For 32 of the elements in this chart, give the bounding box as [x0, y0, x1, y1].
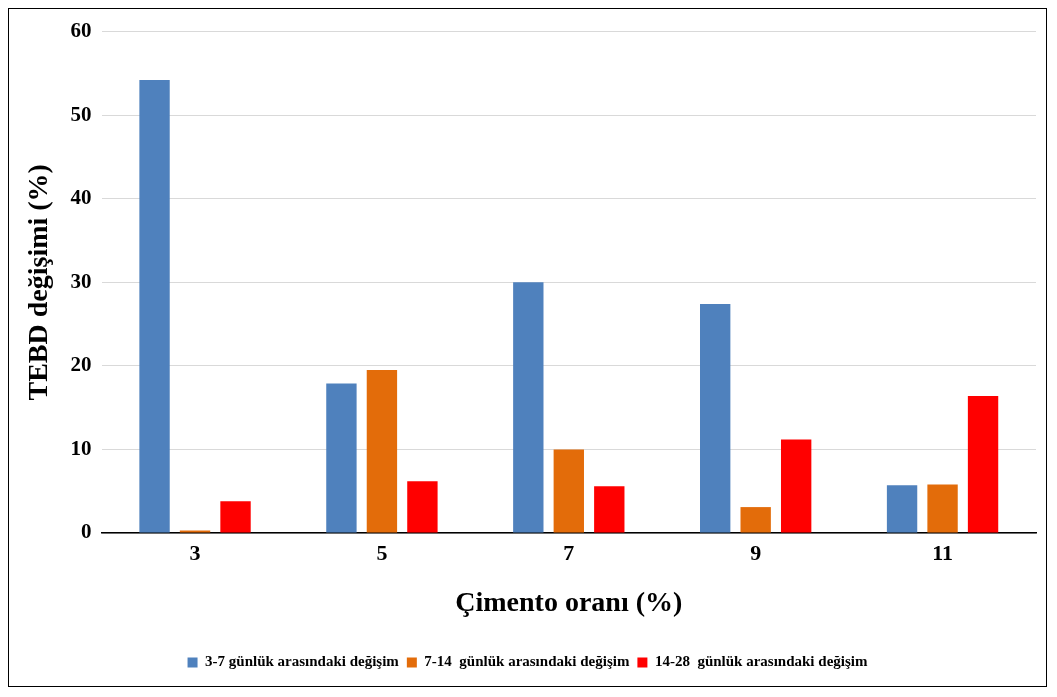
legend-label: 3-7 günlük arasındaki değişim	[205, 653, 400, 670]
x-tick-label: 7	[563, 539, 575, 565]
bar	[553, 449, 584, 533]
bar	[407, 481, 438, 533]
x-axis-title: Çimento oranı (%)	[455, 586, 683, 618]
bar	[740, 507, 771, 533]
bar	[967, 395, 999, 533]
y-tick-label: 10	[70, 435, 92, 460]
y-tick-label: 60	[70, 18, 92, 43]
bar	[366, 370, 398, 533]
y-tick-label: 50	[70, 101, 92, 126]
y-tick-label: 0	[81, 519, 92, 544]
x-tick-label: 5	[376, 539, 388, 565]
bar	[780, 439, 812, 533]
bar	[927, 484, 958, 533]
bar	[594, 486, 625, 533]
x-tick-label: 3	[189, 539, 201, 565]
bar	[179, 530, 211, 533]
bar	[139, 80, 170, 533]
x-tick-label: 9	[750, 539, 762, 565]
bar	[700, 304, 731, 533]
bar	[220, 501, 251, 533]
legend-label: 7-14 günlük arasındaki değişim	[424, 653, 630, 670]
bar	[513, 282, 544, 533]
y-tick-label: 30	[70, 268, 92, 293]
y-tick-label: 40	[70, 185, 92, 210]
legend-label: 14-28 günlük arasındaki değişim	[654, 653, 868, 670]
y-tick-label: 20	[70, 352, 92, 377]
y-axis-title: TEBD değişimi (%)	[22, 164, 54, 401]
bar	[326, 383, 357, 533]
x-tick-label: 11	[932, 539, 953, 565]
bar	[886, 485, 918, 533]
